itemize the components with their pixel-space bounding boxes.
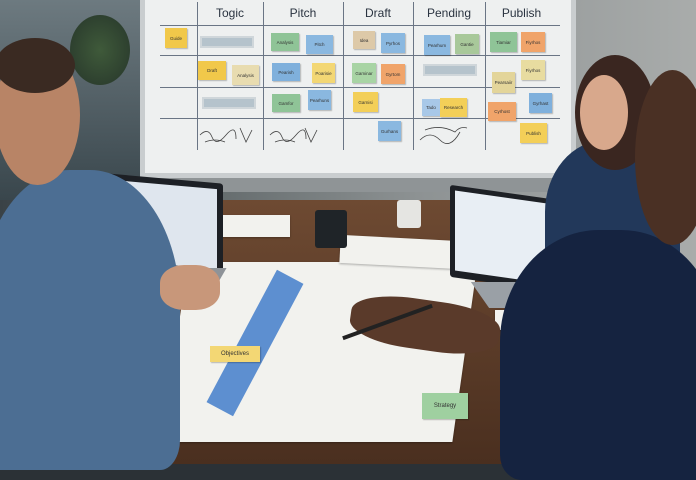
- board-column-line: [485, 2, 486, 150]
- board-column-line: [413, 2, 414, 150]
- handwriting: [199, 127, 253, 143]
- board-column-line: [197, 2, 198, 150]
- sticky-note: Pearsaiir: [492, 72, 515, 93]
- sticky-note: Pitch: [306, 35, 333, 54]
- board-column-line: [343, 2, 344, 150]
- sticky-note: Objectives: [210, 346, 260, 362]
- board-row-line: [160, 87, 560, 88]
- man-left-hair: [0, 38, 75, 93]
- sticky-note: Tiamiar: [490, 32, 517, 52]
- paper-sheet: [220, 215, 290, 237]
- sticky-note: Cyrhost: [488, 102, 516, 121]
- woman-face: [580, 75, 628, 150]
- man-right: [500, 230, 696, 480]
- column-header: Pending: [426, 6, 472, 20]
- coffee-mug: [397, 200, 421, 228]
- board-column-line: [263, 2, 264, 150]
- sticky-note: Gyrtom: [381, 64, 405, 84]
- man-left-hand: [160, 265, 220, 310]
- column-header: Draft: [364, 6, 391, 20]
- man-right-head: [635, 70, 696, 245]
- placeholder-card: [200, 36, 254, 48]
- board-row-line: [160, 25, 560, 26]
- sticky-note: Analysis: [271, 33, 299, 51]
- man-left: [0, 170, 180, 470]
- board-row-line: [160, 118, 560, 119]
- sticky-note: Analysis: [232, 65, 259, 85]
- sticky-note: Draft: [198, 61, 226, 80]
- sticky-note: Publish: [520, 123, 547, 143]
- column-header: Togic: [215, 6, 244, 20]
- sticky-note: Poarisie: [312, 63, 335, 83]
- sticky-note: Fiyrhos: [521, 32, 545, 52]
- sticky-note: Guide: [165, 28, 187, 48]
- sticky-note: Garnisi: [353, 92, 378, 112]
- plant: [70, 15, 130, 85]
- sticky-note: Gyrhast: [529, 93, 552, 113]
- sticky-note: Pyrhos: [381, 33, 405, 53]
- sticky-note: Tado: [422, 99, 440, 116]
- handwriting: [419, 127, 468, 144]
- sticky-note: Pearhum: [424, 35, 450, 55]
- sticky-note: Gantie: [455, 34, 479, 54]
- sticky-note: Gamfor: [272, 94, 300, 112]
- placeholder-card: [423, 64, 477, 76]
- sticky-note: Pearish: [272, 63, 300, 81]
- sticky-note: Strategy: [422, 393, 468, 419]
- sticky-note: Pearhuns: [308, 90, 331, 110]
- sticky-note: Gurhans: [378, 121, 401, 141]
- handwriting-scribbles: [199, 127, 468, 144]
- sticky-note: Gaminar: [352, 63, 376, 83]
- column-header: Pitch: [289, 6, 317, 20]
- sticky-note: Fiyrhos: [521, 60, 545, 80]
- board-row-line: [160, 55, 560, 56]
- sticky-note: Idea: [353, 31, 375, 49]
- column-header: Publish: [501, 6, 542, 20]
- handwriting: [269, 127, 318, 143]
- placeholder-card: [202, 97, 256, 109]
- sticky-note: Research: [440, 98, 467, 117]
- pen-holder: [315, 210, 347, 248]
